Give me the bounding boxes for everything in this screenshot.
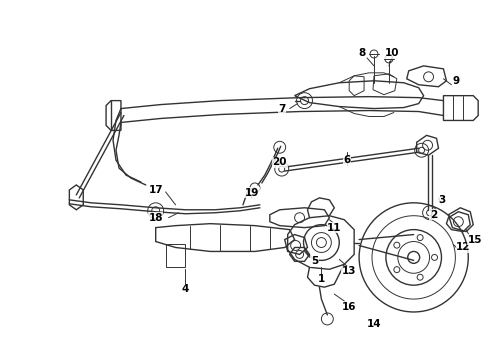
Text: 7: 7 [278, 104, 285, 113]
Text: 1: 1 [318, 274, 325, 284]
Text: 13: 13 [342, 266, 356, 276]
Text: 8: 8 [359, 48, 366, 58]
Text: 16: 16 [342, 302, 356, 312]
Text: 17: 17 [148, 185, 163, 195]
Text: 12: 12 [456, 243, 470, 252]
Text: 15: 15 [468, 234, 483, 244]
Text: 10: 10 [385, 48, 399, 58]
Text: 14: 14 [367, 319, 381, 329]
Text: 11: 11 [327, 222, 342, 233]
Text: 2: 2 [430, 210, 437, 220]
Text: 3: 3 [438, 195, 445, 205]
Text: 19: 19 [245, 188, 259, 198]
Text: 5: 5 [311, 256, 318, 266]
Text: 18: 18 [148, 213, 163, 223]
Text: 6: 6 [343, 155, 351, 165]
Text: 20: 20 [272, 157, 287, 167]
Text: 4: 4 [182, 284, 189, 294]
Text: 9: 9 [453, 76, 460, 86]
